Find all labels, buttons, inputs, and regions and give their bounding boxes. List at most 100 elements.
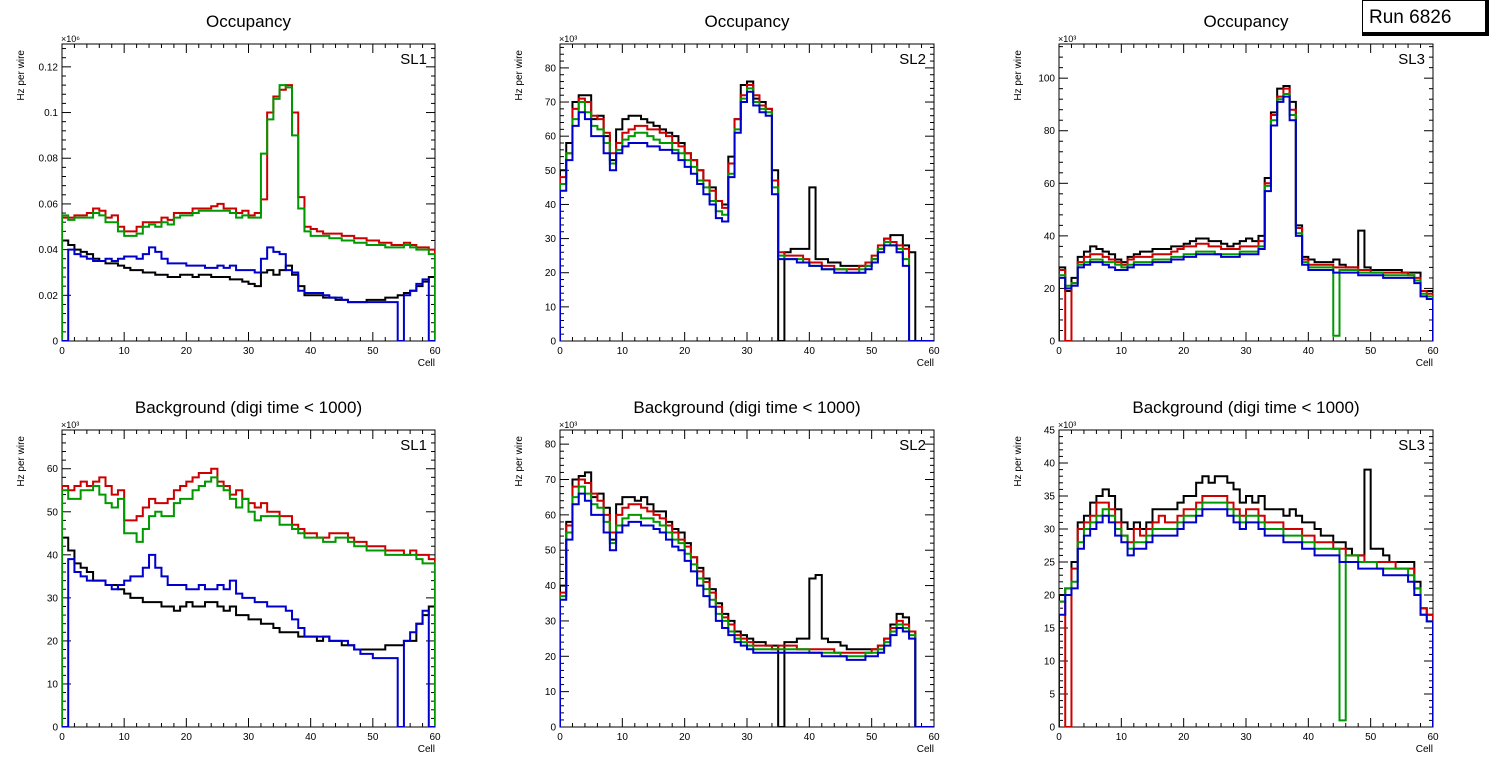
y-tick-label: 80	[1044, 126, 1056, 137]
y-axis-label: Hz per wire	[16, 436, 27, 487]
x-axis-label: Cell	[1416, 358, 1433, 369]
y-tick-label: 60	[47, 464, 59, 475]
y-tick-label: 0	[1049, 723, 1055, 734]
x-tick-label: 50	[866, 346, 878, 357]
plot-frame	[61, 429, 436, 728]
x-tick-label: 60	[928, 346, 940, 357]
x-tick-label: 0	[557, 346, 563, 357]
y-tick-label: 30	[47, 593, 59, 604]
series-green-line	[1059, 501, 1433, 727]
y-tick-label: 0	[1049, 337, 1055, 348]
x-tick-label: 50	[367, 346, 379, 357]
superlayer-label: SL1	[400, 437, 427, 454]
x-tick-label: 60	[1427, 346, 1439, 357]
x-tick-label: 40	[305, 732, 317, 743]
x-tick-label: 20	[1178, 346, 1190, 357]
series-blue-line	[560, 90, 934, 341]
y-tick-label: 60	[545, 510, 557, 521]
series-black-line	[1059, 85, 1433, 341]
y-tick-label: 50	[47, 507, 59, 518]
series-blue-line	[62, 246, 435, 341]
histogram-panel-4: Background (digi time < 1000) SL1 ×10³ Hz p…	[16, 398, 441, 755]
y-tick-label: 0.12	[39, 62, 59, 73]
axis-exponent-label: ×10³	[1058, 34, 1076, 44]
superlayer-label: SL3	[1398, 437, 1425, 454]
x-tick-label: 50	[1365, 346, 1377, 357]
y-tick-label: 50	[545, 546, 557, 557]
y-tick-label: 20	[545, 268, 557, 279]
axis-exponent-label: ×10³	[559, 34, 577, 44]
y-tick-label: 50	[545, 166, 557, 177]
x-axis-label: Cell	[418, 744, 435, 755]
panel-title: Occupancy	[1203, 12, 1289, 31]
x-tick-label: 20	[679, 346, 691, 357]
y-tick-label: 80	[545, 63, 557, 74]
y-tick-label: 40	[47, 550, 59, 561]
superlayer-label: SL2	[899, 437, 926, 454]
x-tick-label: 50	[367, 732, 379, 743]
y-axis-label: Hz per wire	[1013, 436, 1024, 487]
superlayer-label: SL3	[1398, 51, 1425, 68]
plot-frame	[1058, 43, 1434, 342]
series-blue-line	[62, 553, 435, 727]
y-tick-label: 20	[545, 652, 557, 663]
y-tick-label: 30	[1044, 525, 1056, 536]
x-tick-label: 20	[181, 732, 193, 743]
histogram-panel-1: Occupancy SL1 ×10⁶ Hz per wire Cell 0 10 20 30 40…	[16, 12, 441, 369]
x-tick-label: 40	[804, 732, 816, 743]
x-tick-label: 40	[804, 346, 816, 357]
y-axis-label: Hz per wire	[514, 50, 525, 101]
y-tick-label: 20	[1044, 591, 1056, 602]
x-tick-label: 0	[59, 732, 65, 743]
x-tick-label: 20	[1178, 732, 1190, 743]
x-axis-label: Cell	[418, 358, 435, 369]
panel-title: Occupancy	[206, 12, 292, 31]
panel-title: Background (digi time < 1000)	[1132, 398, 1359, 417]
y-tick-label: 35	[1044, 492, 1056, 503]
x-tick-label: 60	[1427, 732, 1439, 743]
series-red-line	[62, 84, 435, 341]
x-tick-label: 30	[243, 732, 255, 743]
series-red-line	[62, 467, 435, 727]
x-tick-label: 60	[429, 346, 441, 357]
y-tick-label: 0.08	[39, 154, 59, 165]
series-blue-line	[1059, 508, 1433, 727]
y-tick-label: 30	[545, 234, 557, 245]
y-tick-label: 25	[1044, 558, 1056, 569]
x-tick-label: 40	[1303, 346, 1315, 357]
y-tick-label: 70	[545, 475, 557, 486]
y-tick-label: 80	[545, 440, 557, 451]
run-label: Run 6826	[1362, 0, 1489, 36]
x-tick-label: 10	[617, 346, 629, 357]
axis-exponent-label: ×10³	[559, 420, 577, 430]
y-tick-label: 20	[1044, 284, 1056, 295]
y-tick-label: 40	[1044, 459, 1056, 470]
x-tick-label: 60	[928, 732, 940, 743]
x-tick-label: 20	[181, 346, 193, 357]
y-tick-label: 40	[545, 200, 557, 211]
x-tick-label: 50	[866, 732, 878, 743]
y-tick-label: 45	[1044, 426, 1056, 437]
y-tick-label: 40	[1044, 231, 1056, 242]
x-tick-label: 30	[243, 346, 255, 357]
panel-title: Background (digi time < 1000)	[135, 398, 362, 417]
y-tick-label: 60	[545, 132, 557, 143]
x-tick-label: 30	[1240, 732, 1252, 743]
x-tick-label: 0	[1056, 732, 1062, 743]
y-tick-label: 70	[545, 98, 557, 109]
x-tick-label: 40	[1303, 732, 1315, 743]
y-tick-label: 0	[550, 337, 556, 348]
y-axis-label: Hz per wire	[1013, 50, 1024, 101]
axis-exponent-label: ×10³	[1058, 420, 1076, 430]
x-tick-label: 10	[1116, 346, 1128, 357]
y-tick-label: 10	[1044, 657, 1056, 668]
x-tick-label: 30	[1240, 346, 1252, 357]
x-tick-label: 0	[557, 732, 563, 743]
y-tick-label: 10	[545, 687, 557, 698]
histogram-panel-2: Occupancy SL2 ×10³ Hz per wire Cell 0 10 20 30 40…	[514, 12, 940, 369]
series-black-line	[1059, 468, 1433, 727]
x-tick-label: 50	[1365, 732, 1377, 743]
series-blue-line	[560, 492, 934, 727]
x-tick-label: 10	[119, 346, 131, 357]
